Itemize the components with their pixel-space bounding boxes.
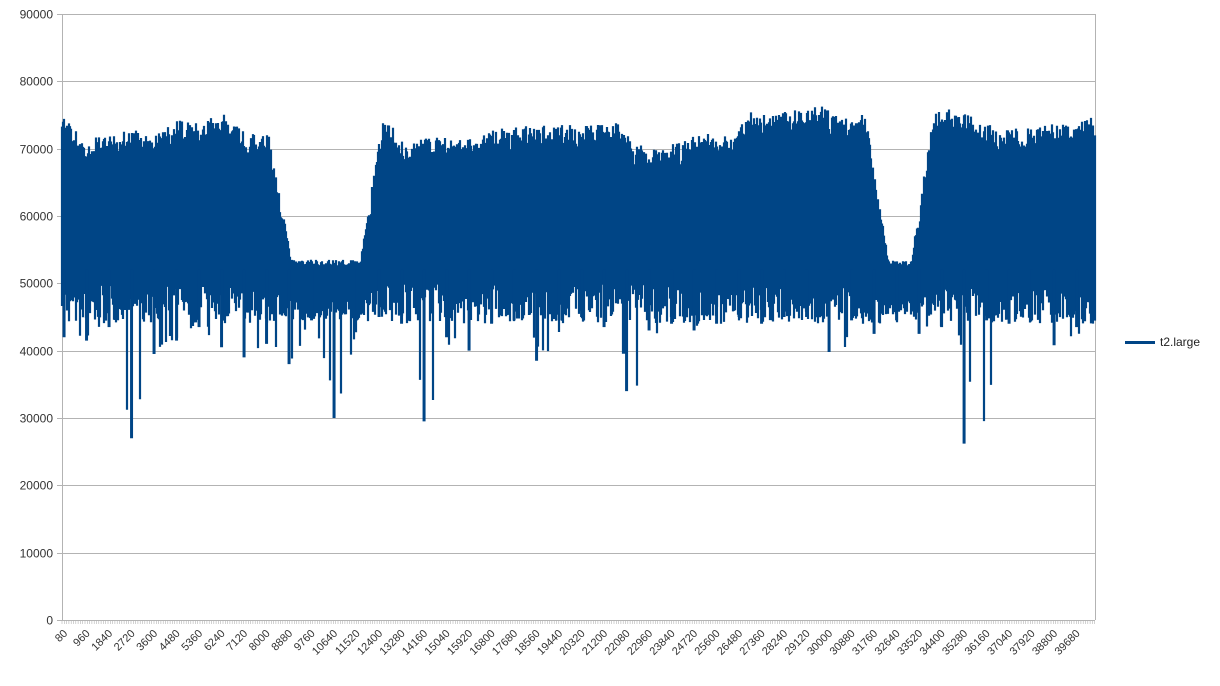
- y-tick-label: 70000: [20, 143, 54, 157]
- x-tick-label: 10640: [310, 628, 340, 658]
- y-tick-label: 80000: [20, 75, 54, 89]
- legend-label-t2-large: t2.large: [1160, 335, 1201, 349]
- legend: t2.large: [1125, 335, 1200, 349]
- x-tick-label: 4480: [157, 628, 183, 654]
- y-axis: 0 10000 20000 30000 40000 50000 60000 70000 8000…: [20, 8, 54, 628]
- x-tick-label: 8000: [247, 628, 273, 654]
- gridlines: [57, 14, 1096, 621]
- x-tick-label: 8880: [269, 628, 295, 654]
- x-tick-label: 5360: [179, 628, 205, 654]
- x-tick-label: 1840: [89, 628, 115, 654]
- x-tick-label: 3600: [134, 628, 160, 654]
- y-tick-label: 0: [46, 614, 53, 628]
- y-tick-label: 50000: [20, 277, 54, 291]
- legend-swatch-t2-large: [1125, 340, 1155, 344]
- x-tick-label: 80: [53, 628, 70, 645]
- y-tick-label: 10000: [20, 547, 54, 561]
- y-tick-label: 90000: [20, 8, 54, 22]
- x-tick-label: 2720: [112, 628, 138, 654]
- series-t2-large: [60, 106, 1097, 444]
- x-tick-label: 39680: [1053, 628, 1083, 658]
- x-tick-label: 7120: [224, 628, 250, 654]
- y-tick-label: 20000: [20, 479, 54, 493]
- x-axis: 80 96018402720360044805360624071208000888…: [53, 620, 1095, 658]
- y-tick-label: 60000: [20, 210, 54, 224]
- series-line: [60, 106, 1097, 422]
- x-tick-label: 6240: [202, 628, 228, 654]
- y-tick-label: 30000: [20, 412, 54, 426]
- y-tick-label: 40000: [20, 345, 54, 359]
